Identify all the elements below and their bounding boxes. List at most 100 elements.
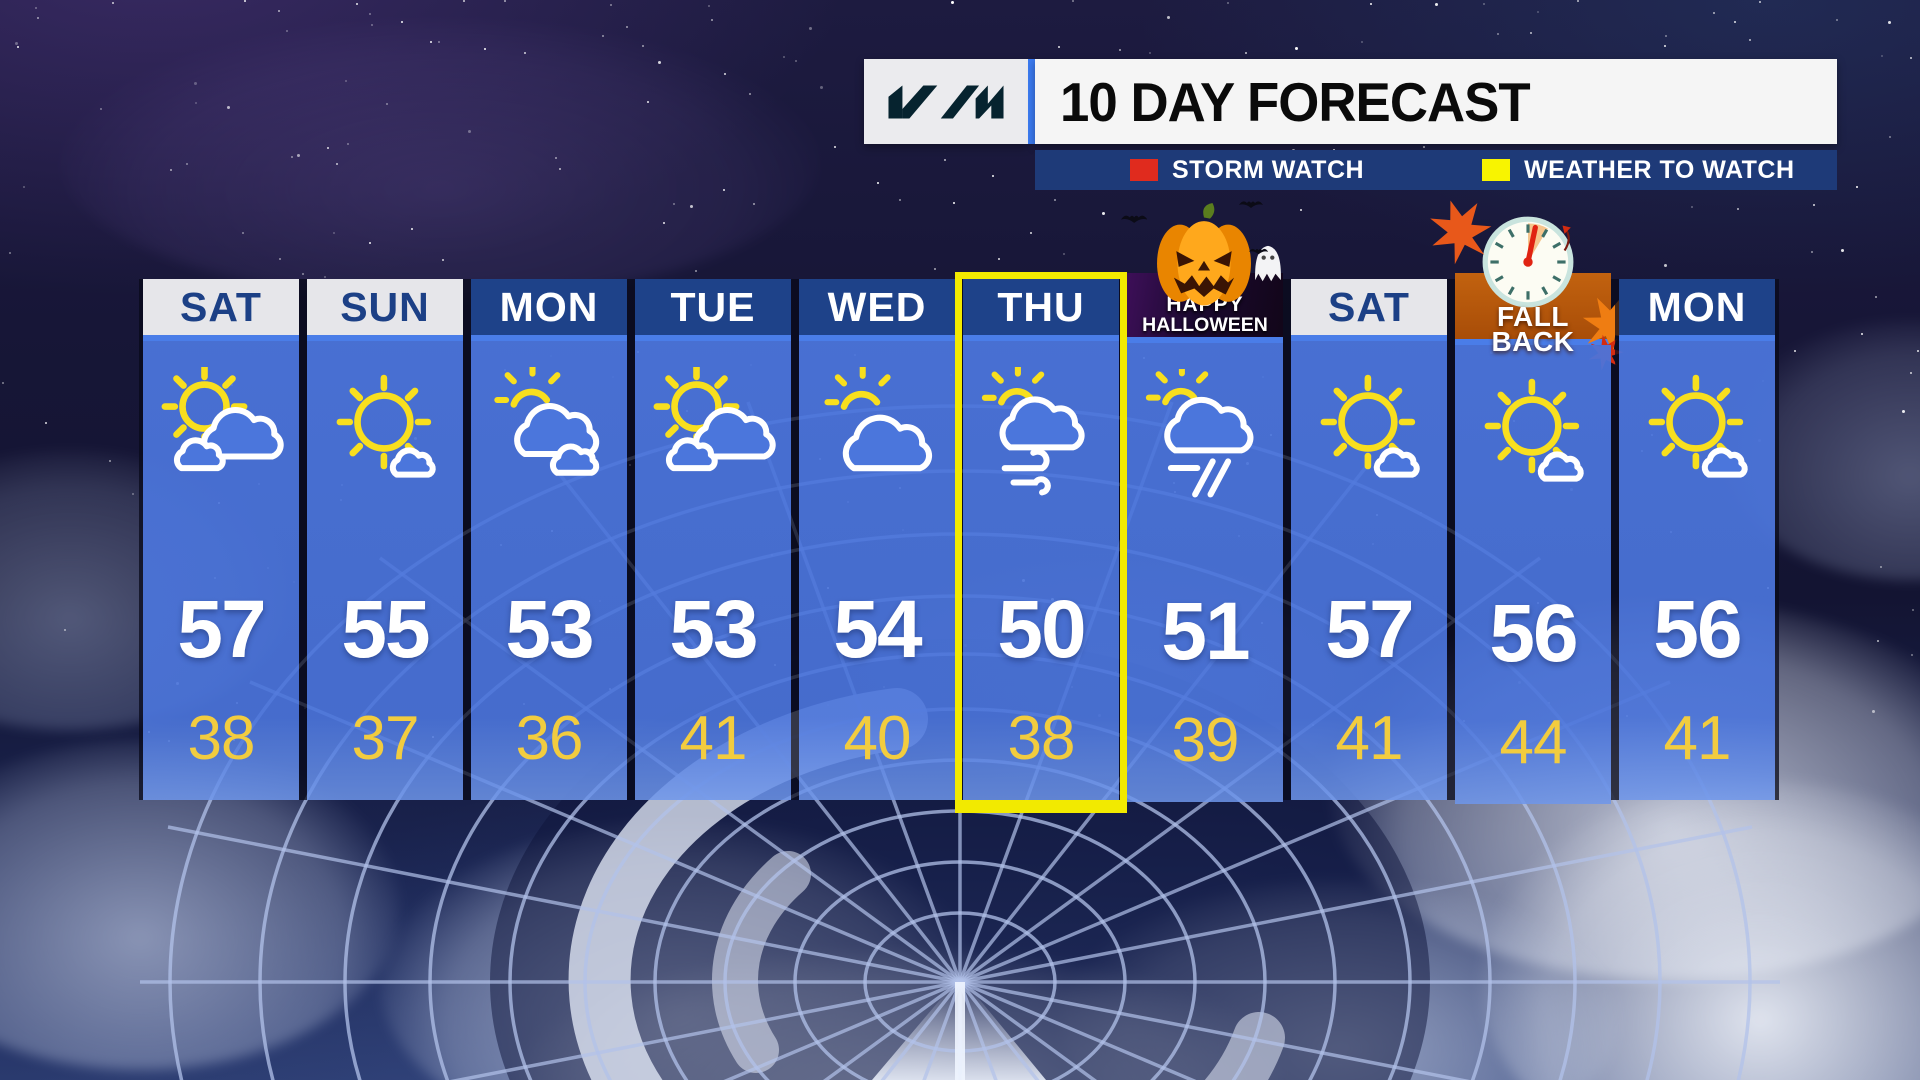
high-temp: 51: [1161, 586, 1250, 677]
star: [795, 60, 797, 62]
low-temp: 37: [351, 704, 420, 773]
weather-to-watch-swatch: [1482, 159, 1511, 181]
star: [504, 0, 506, 2]
high-temp: 56: [1489, 588, 1578, 679]
forecast-day-column-4: TUE 53 41: [631, 279, 795, 800]
low-temp: 38: [187, 704, 256, 773]
star: [369, 242, 371, 244]
banner-line2: HALLOWEEN: [1142, 313, 1268, 336]
banner-line1: HAPPY: [1166, 292, 1244, 316]
star: [35, 7, 37, 9]
day-body: 56 44: [1455, 345, 1611, 804]
star: [1423, 146, 1425, 148]
star: [723, 189, 725, 191]
star: [279, 258, 281, 260]
star: [1497, 33, 1499, 35]
day-header: MON: [1619, 279, 1775, 341]
star: [438, 41, 440, 43]
day-header: TUE: [635, 279, 791, 341]
star: [15, 42, 18, 45]
star: [1856, 186, 1858, 188]
star: [1734, 21, 1736, 23]
day-label: WED: [827, 283, 927, 330]
legend-bar: STORM WATCH WEATHER TO WATCH: [1035, 150, 1837, 190]
mostly-cloudy-icon: [811, 363, 943, 504]
star: [944, 159, 946, 161]
clouds-icon: [483, 361, 615, 504]
star: [1577, 0, 1579, 2]
star: [1119, 49, 1121, 51]
day-header: SAT: [1291, 279, 1447, 341]
star: [1794, 350, 1796, 352]
star: [324, 276, 326, 278]
star: [9, 252, 11, 254]
forecast-day-column-8: SAT 57 41: [1287, 279, 1451, 800]
star: [1664, 264, 1667, 267]
star: [195, 102, 197, 104]
star: [1483, 3, 1485, 5]
star: [468, 130, 471, 133]
star: [186, 163, 188, 165]
day-label: SUN: [340, 283, 430, 330]
star: [934, 268, 936, 270]
star: [690, 205, 693, 208]
star: [1435, 3, 1438, 6]
star: [626, 26, 628, 28]
star: [1880, 566, 1882, 568]
day-body: 50 38: [963, 341, 1119, 800]
star: [663, 222, 665, 224]
star: [658, 61, 661, 64]
star: [291, 156, 293, 158]
forecast-day-column-5: WED 54 40: [795, 279, 959, 800]
day-body: 55 37: [307, 341, 463, 800]
star: [333, 232, 335, 234]
star: [17, 46, 19, 48]
star: [602, 35, 604, 37]
star: [132, 493, 134, 495]
day-body: 56 41: [1619, 341, 1775, 800]
star: [1888, 21, 1891, 24]
forecast-day-column-10: MON 56 41: [1615, 279, 1779, 800]
star: [227, 106, 230, 109]
star: [951, 1, 954, 4]
star: [278, 10, 280, 12]
high-temp: 50: [997, 584, 1086, 675]
star: [1537, 11, 1539, 13]
star: [1910, 57, 1912, 59]
star: [749, 93, 751, 95]
day-body: 57 41: [1291, 341, 1447, 800]
star: [524, 52, 526, 54]
star: [345, 80, 347, 82]
high-temp: 54: [833, 584, 922, 675]
mostly-sunny-icon: [1631, 367, 1763, 504]
star: [673, 203, 675, 205]
day-label: THU: [997, 283, 1085, 330]
low-temp: 41: [1663, 704, 1732, 773]
star: [401, 21, 403, 23]
fall-back-banner: FALL BACK: [1430, 200, 1639, 371]
legend-label: STORM WATCH: [1172, 155, 1365, 184]
kia-logo-box: [864, 59, 1028, 144]
day-header: WED: [799, 279, 955, 341]
star: [724, 73, 726, 75]
star: [371, 24, 373, 26]
star: [327, 147, 329, 149]
star: [1370, 3, 1372, 5]
star: [1295, 47, 1298, 50]
star: [809, 27, 812, 30]
day-label: MON: [499, 283, 599, 330]
day-body: 53 41: [635, 341, 791, 800]
star: [559, 168, 561, 170]
star: [302, 273, 304, 275]
star: [411, 228, 413, 230]
day-header: MON: [471, 279, 627, 341]
star: [286, 30, 288, 32]
star: [194, 82, 197, 85]
star: [109, 460, 111, 462]
star: [297, 154, 300, 157]
star: [642, 45, 644, 47]
forecast-day-column-1: SAT 57 38: [139, 279, 303, 800]
title-box: 10 DAY FORECAST: [1035, 59, 1837, 144]
day-label: SAT: [1328, 283, 1410, 330]
